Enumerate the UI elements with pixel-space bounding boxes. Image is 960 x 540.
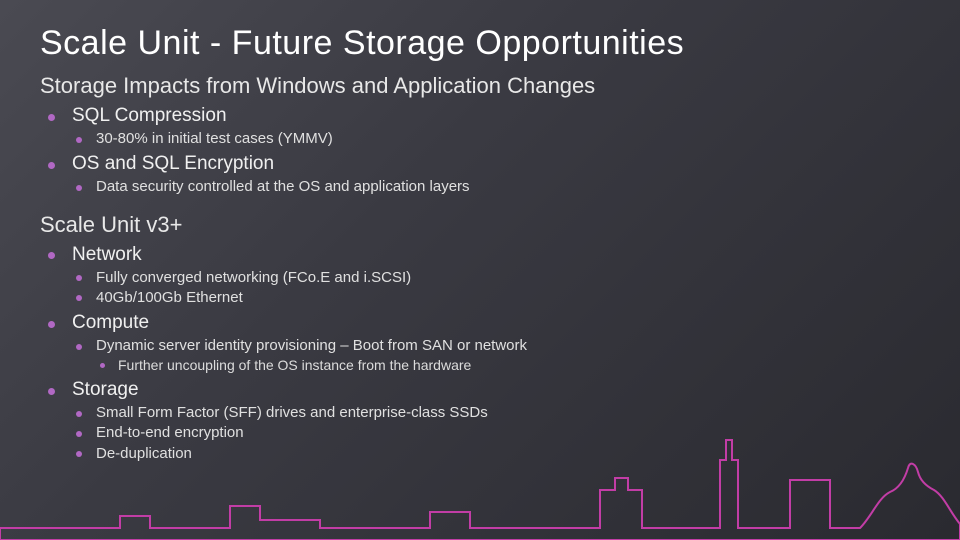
subitem-text: Dynamic server identity provisioning – B… — [96, 337, 527, 354]
page-title: Scale Unit - Future Storage Opportunitie… — [40, 24, 920, 63]
slide: Scale Unit - Future Storage Opportunitie… — [0, 0, 960, 540]
list-subitem: End-to-end encryption — [72, 423, 920, 443]
list-subitem: Dynamic server identity provisioning – B… — [72, 336, 920, 375]
list-subitem: Data security controlled at the OS and a… — [72, 177, 920, 197]
list-item: Compute Dynamic server identity provisio… — [44, 312, 920, 375]
list-item: Storage Small Form Factor (SFF) drives a… — [44, 379, 920, 464]
bullet-list-1: SQL Compression 30-80% in initial test c… — [44, 105, 920, 198]
list-subitem: Fully converged networking (FCo.E and i.… — [72, 268, 920, 288]
item-label: Network — [72, 244, 920, 266]
item-label: SQL Compression — [72, 105, 920, 127]
item-label: Compute — [72, 312, 920, 334]
list-subitem: Small Form Factor (SFF) drives and enter… — [72, 403, 920, 423]
list-subitem: 40Gb/100Gb Ethernet — [72, 288, 920, 308]
list-subsubitem: Further uncoupling of the OS instance fr… — [96, 356, 920, 375]
list-item: Network Fully converged networking (FCo.… — [44, 244, 920, 309]
item-label: Storage — [72, 379, 920, 401]
item-label: OS and SQL Encryption — [72, 153, 920, 175]
list-item: SQL Compression 30-80% in initial test c… — [44, 105, 920, 149]
list-subitem: De-duplication — [72, 444, 920, 464]
section-heading-1: Storage Impacts from Windows and Applica… — [40, 73, 920, 99]
list-subitem: 30-80% in initial test cases (YMMV) — [72, 129, 920, 149]
bullet-list-2: Network Fully converged networking (FCo.… — [44, 244, 920, 464]
section-heading-2: Scale Unit v3+ — [40, 212, 920, 238]
list-item: OS and SQL Encryption Data security cont… — [44, 153, 920, 197]
